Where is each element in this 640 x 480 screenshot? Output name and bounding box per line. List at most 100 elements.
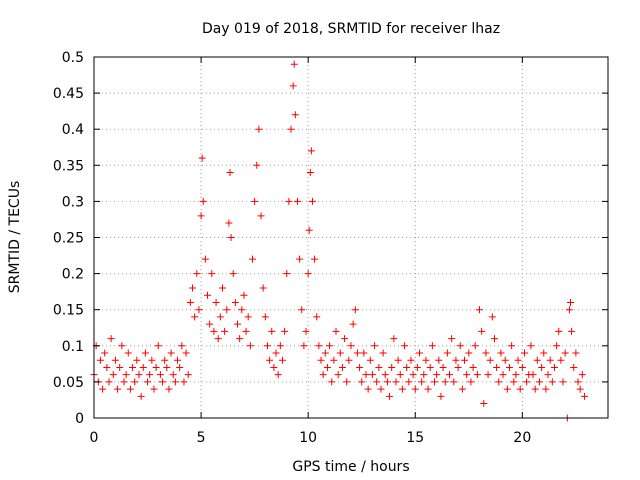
data-point (257, 212, 265, 220)
data-point (465, 349, 473, 357)
data-point (195, 306, 203, 314)
data-point (371, 342, 379, 350)
data-point (114, 385, 122, 393)
data-point (454, 363, 462, 371)
data-point (225, 219, 233, 227)
x-axis-title: GPS time / hours (292, 459, 409, 475)
data-point (238, 306, 246, 314)
data-point (198, 154, 206, 162)
data-point (208, 270, 216, 278)
data-point (398, 385, 406, 393)
data-point (356, 363, 364, 371)
data-point (435, 356, 443, 364)
data-point (146, 371, 154, 379)
data-point (568, 327, 576, 335)
data-point (351, 306, 359, 314)
data-point (161, 356, 169, 364)
data-point (154, 342, 162, 350)
data-point (152, 363, 160, 371)
data-point (197, 212, 205, 220)
data-point (490, 335, 498, 343)
data-point (510, 378, 518, 386)
data-point (518, 363, 526, 371)
axis-ticks: 0 5 10 15 20 0 0.05 0.1 0.15 0.2 0.25 0.3 0.35 0.4 0.4… (53, 50, 608, 446)
x-tick-label: 15 (406, 430, 424, 446)
data-point (105, 378, 113, 386)
data-point (167, 349, 175, 357)
data-point (186, 298, 194, 306)
data-point (493, 363, 501, 371)
data-point (497, 349, 505, 357)
data-point (233, 320, 241, 328)
data-point (431, 378, 439, 386)
data-point (379, 349, 387, 357)
y-tick-label: 0.1 (62, 339, 84, 355)
data-point (229, 270, 237, 278)
data-point (501, 356, 509, 364)
x-tick-label: 5 (197, 430, 206, 446)
data-point (482, 349, 490, 357)
data-point (223, 306, 231, 314)
data-point (266, 356, 274, 364)
data-point (283, 270, 291, 278)
data-point (176, 363, 184, 371)
data-point (375, 363, 383, 371)
data-point (306, 169, 314, 177)
data-point (392, 378, 400, 386)
data-point (336, 349, 344, 357)
data-point (248, 255, 256, 263)
data-point (126, 385, 134, 393)
data-point (347, 342, 355, 350)
data-point (216, 313, 224, 321)
data-point (538, 363, 546, 371)
data-point (484, 371, 492, 379)
data-point (343, 378, 351, 386)
data-point (226, 169, 234, 177)
data-point (133, 356, 141, 364)
data-point (189, 284, 197, 292)
data-point (426, 363, 434, 371)
data-point (293, 197, 301, 205)
data-point (578, 371, 586, 379)
data-point (540, 349, 548, 357)
data-point (383, 378, 391, 386)
data-point (122, 371, 130, 379)
data-point (124, 349, 132, 357)
x-tick-label: 20 (513, 430, 531, 446)
data-point (178, 342, 186, 350)
data-point (516, 385, 524, 393)
data-point (193, 270, 201, 278)
data-point (403, 363, 411, 371)
data-point (362, 371, 370, 379)
data-point (461, 356, 469, 364)
data-point (533, 356, 541, 364)
data-point (411, 385, 419, 393)
data-point (321, 349, 329, 357)
data-point (420, 371, 428, 379)
data-point (171, 378, 179, 386)
data-point (290, 60, 298, 68)
data-point (535, 378, 543, 386)
data-point (111, 356, 119, 364)
data-point (227, 234, 235, 241)
data-point (210, 327, 218, 335)
data-point (358, 378, 366, 386)
data-point (129, 363, 137, 371)
data-point (345, 356, 353, 364)
data-point (101, 349, 109, 357)
y-tick-label: 0.05 (53, 375, 84, 391)
data-point (443, 349, 451, 357)
data-point (103, 363, 111, 371)
data-point (561, 349, 569, 357)
data-point (416, 349, 424, 357)
data-point (499, 371, 507, 379)
chart-title: Day 019 of 2018, SRMTID for receiver lha… (202, 21, 500, 37)
data-point (240, 291, 248, 299)
data-point (396, 371, 404, 379)
data-point (360, 349, 368, 357)
data-point (341, 335, 349, 343)
data-point (259, 284, 267, 292)
data-point (159, 378, 167, 386)
data-point (559, 378, 567, 386)
data-point (298, 306, 306, 314)
